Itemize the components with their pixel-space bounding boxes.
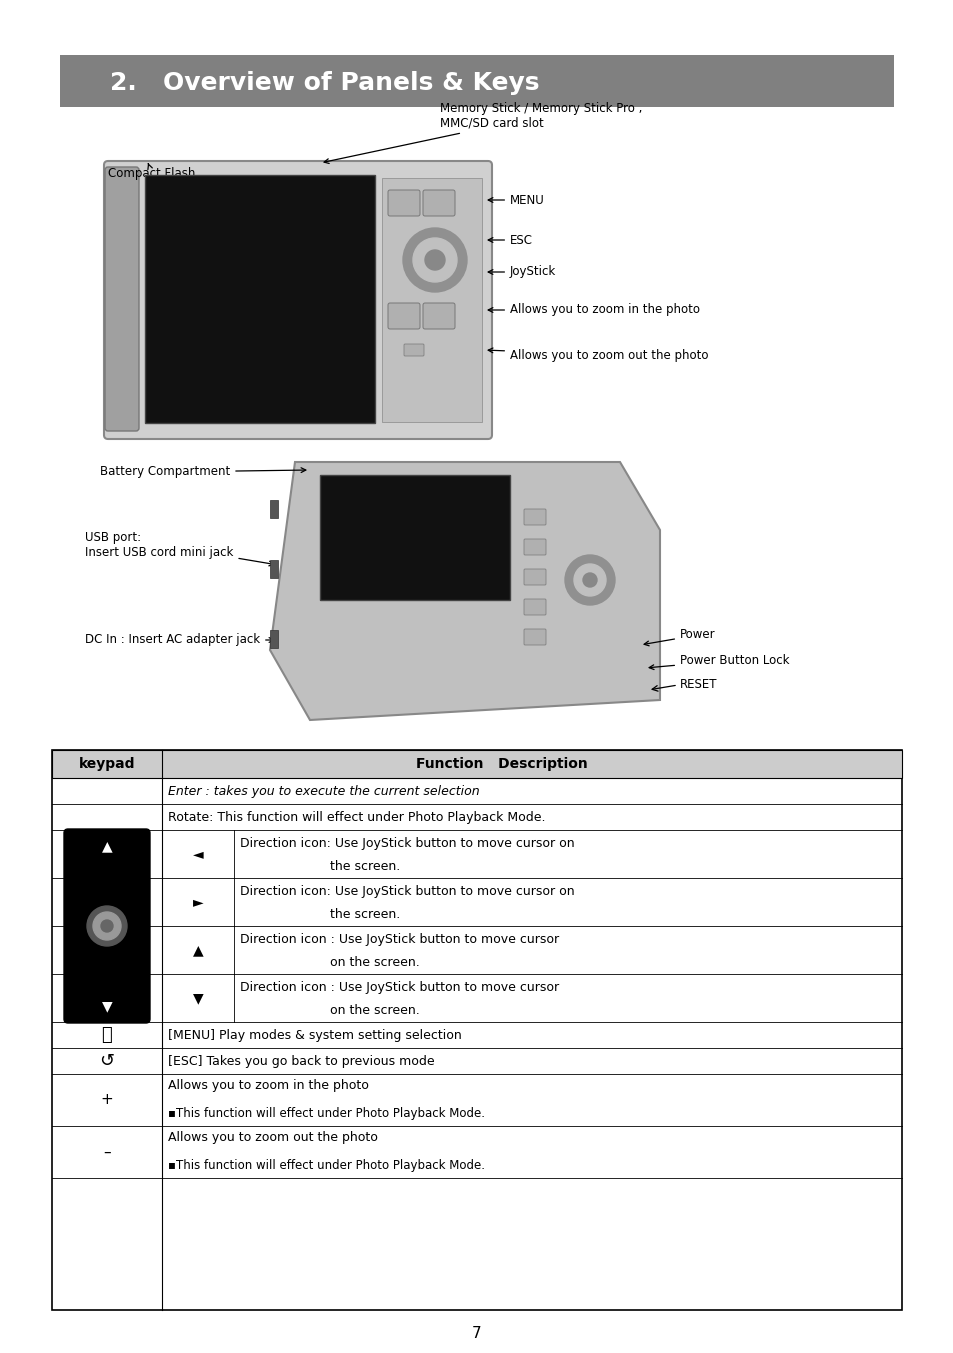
Text: Power: Power	[643, 629, 715, 645]
Text: ▼: ▼	[193, 990, 203, 1005]
Text: ▪This function will effect under Photo Playback Mode.: ▪This function will effect under Photo P…	[168, 1160, 484, 1173]
Text: Enter : takes you to execute the current selection: Enter : takes you to execute the current…	[168, 785, 479, 797]
Bar	[270, 630, 277, 648]
Circle shape	[92, 912, 121, 940]
Text: ▲: ▲	[102, 839, 112, 852]
Circle shape	[574, 564, 605, 597]
Text: ESC: ESC	[488, 234, 533, 246]
Text: RESET: RESET	[679, 678, 717, 691]
Text: Compact Flash: Compact Flash	[108, 164, 195, 180]
Text: ▪This function will effect under Photo Playback Mode.: ▪This function will effect under Photo P…	[168, 1108, 484, 1120]
FancyBboxPatch shape	[523, 570, 545, 584]
Circle shape	[564, 555, 615, 605]
Text: ▲: ▲	[193, 943, 203, 957]
Text: –: –	[103, 1145, 111, 1160]
Bar	[145, 175, 375, 423]
Text: ▼: ▼	[102, 999, 112, 1013]
Circle shape	[413, 238, 456, 281]
Text: Rotate: This function will effect under Photo Playback Mode.: Rotate: This function will effect under …	[168, 810, 545, 824]
Text: Allows you to zoom in the photo: Allows you to zoom in the photo	[168, 1080, 369, 1092]
Text: Function   Description: Function Description	[416, 756, 587, 771]
Text: Direction icon : Use JoyStick button to move cursor: Direction icon : Use JoyStick button to …	[240, 981, 558, 993]
Bar	[52, 750, 901, 778]
Text: Direction icon : Use JoyStick button to move cursor: Direction icon : Use JoyStick button to …	[240, 932, 558, 946]
Text: 7: 7	[472, 1326, 481, 1341]
FancyBboxPatch shape	[523, 538, 545, 555]
Text: Battery Compartment: Battery Compartment	[100, 465, 306, 479]
Text: the screen.: the screen.	[330, 908, 400, 920]
Polygon shape	[270, 461, 659, 720]
Bar	[60, 55, 893, 107]
FancyBboxPatch shape	[422, 189, 455, 216]
Polygon shape	[319, 475, 510, 599]
Text: keypad: keypad	[79, 756, 135, 771]
Text: [MENU] Play modes & system setting selection: [MENU] Play modes & system setting selec…	[168, 1028, 461, 1042]
Text: MENU: MENU	[488, 193, 544, 207]
Text: on the screen.: on the screen.	[330, 955, 419, 969]
FancyBboxPatch shape	[388, 303, 419, 329]
Text: the screen.: the screen.	[330, 859, 400, 873]
Text: Direction icon: Use JoyStick button to move cursor on: Direction icon: Use JoyStick button to m…	[240, 885, 574, 897]
Bar	[270, 560, 277, 578]
Text: 2.   Overview of Panels & Keys: 2. Overview of Panels & Keys	[110, 70, 539, 95]
Text: Allows you to zoom out the photo: Allows you to zoom out the photo	[168, 1131, 377, 1145]
Text: Memory Stick / Memory Stick Pro ,
MMC/SD card slot: Memory Stick / Memory Stick Pro , MMC/SD…	[324, 101, 641, 164]
FancyBboxPatch shape	[523, 599, 545, 616]
Text: [ESC] Takes you go back to previous mode: [ESC] Takes you go back to previous mode	[168, 1054, 435, 1068]
Text: JoyStick: JoyStick	[488, 265, 556, 279]
Text: Allows you to zoom out the photo: Allows you to zoom out the photo	[488, 348, 708, 361]
Text: Power Button Lock: Power Button Lock	[648, 653, 789, 670]
Text: ◄: ◄	[193, 847, 203, 861]
Text: Direction icon: Use JoyStick button to move cursor on: Direction icon: Use JoyStick button to m…	[240, 836, 574, 850]
FancyBboxPatch shape	[388, 189, 419, 216]
FancyBboxPatch shape	[523, 509, 545, 525]
Text: +: +	[100, 1092, 113, 1108]
Circle shape	[101, 920, 112, 932]
Bar	[381, 179, 481, 422]
Text: ⧉: ⧉	[102, 1026, 112, 1045]
FancyBboxPatch shape	[422, 303, 455, 329]
Text: JoyStick: JoyStick	[79, 980, 134, 993]
FancyBboxPatch shape	[105, 166, 139, 432]
Circle shape	[402, 229, 467, 292]
Bar	[52, 750, 901, 1310]
Bar	[270, 501, 277, 518]
Text: USB port:
Insert USB cord mini jack: USB port: Insert USB cord mini jack	[85, 530, 274, 566]
Circle shape	[582, 574, 597, 587]
Circle shape	[424, 250, 444, 271]
Circle shape	[87, 907, 127, 946]
Text: ►: ►	[193, 894, 203, 909]
Text: Allows you to zoom in the photo: Allows you to zoom in the photo	[488, 303, 700, 317]
Text: on the screen.: on the screen.	[330, 1004, 419, 1016]
Text: ↺: ↺	[99, 1053, 114, 1070]
FancyBboxPatch shape	[104, 161, 492, 438]
Text: DC In : Insert AC adapter jack: DC In : Insert AC adapter jack	[85, 633, 274, 647]
FancyBboxPatch shape	[403, 344, 423, 356]
FancyBboxPatch shape	[523, 629, 545, 645]
FancyBboxPatch shape	[64, 829, 150, 1023]
